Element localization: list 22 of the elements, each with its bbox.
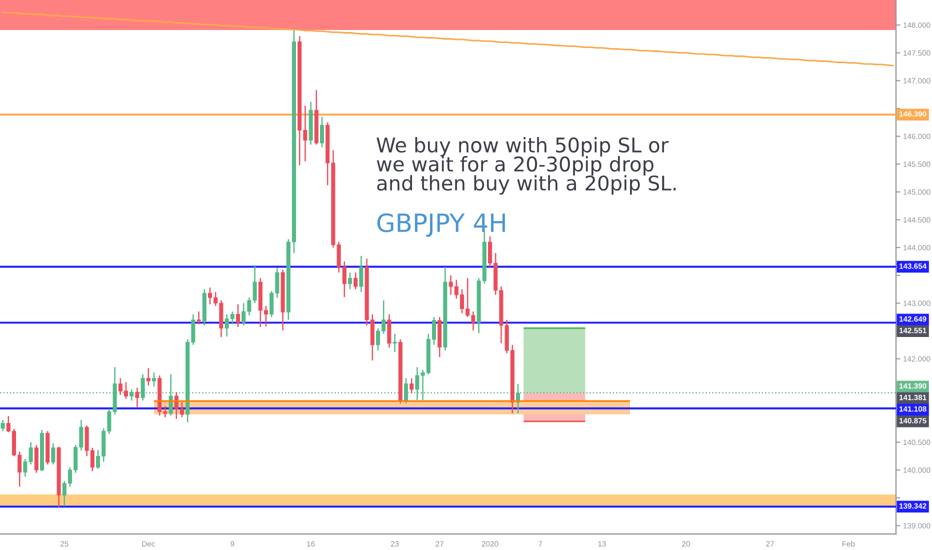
candlestick [0, 419, 5, 432]
annotation: We buy now with 50pip SL or we wait for a 20-30pip drop and then buy with a 20pip SL. [376, 137, 676, 195]
candlestick [130, 388, 134, 402]
candlestick [196, 310, 201, 325]
candlestick [410, 378, 414, 394]
candlestick [387, 314, 392, 348]
text: GBPJPY 4H [377, 213, 505, 237]
candlestick [348, 272, 352, 290]
candlestick [140, 374, 145, 402]
candlestick [146, 368, 150, 386]
candlestick [404, 378, 408, 404]
candlestick [51, 442, 56, 466]
candlestick [236, 304, 240, 328]
candlestick [135, 387, 140, 408]
candlestick [320, 116, 324, 148]
candlestick [34, 444, 38, 474]
candlestick [392, 333, 397, 353]
candlestick [359, 255, 364, 293]
candlestick [168, 374, 173, 416]
candlestick [152, 372, 156, 388]
candlestick [354, 272, 358, 290]
line-series [2, 11, 894, 66]
